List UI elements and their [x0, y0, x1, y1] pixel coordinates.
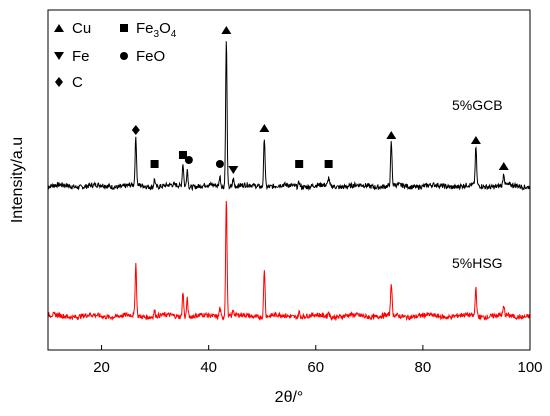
phase-marker-feo-circle-icon [184, 156, 193, 164]
series-line-5gcb [47, 41, 531, 192]
x-tick-label: 80 [415, 359, 432, 376]
legend-feo-label: FeO [136, 48, 165, 65]
y-axis-label: Intensity/a.u [9, 137, 26, 223]
phase-marker-cu-triangle-up-icon [470, 136, 481, 144]
legend-fe-label: Fe [72, 48, 90, 65]
x-tick-label: 20 [93, 359, 110, 376]
phase-marker-fe3o4-square-icon [178, 151, 187, 159]
phase-marker-c-diamond-icon [131, 125, 140, 135]
legend-c-diamond-icon [55, 77, 63, 87]
legend: Cu Fe3O4 Fe FeO C [54, 20, 177, 91]
legend-feo-circle-icon [120, 52, 128, 60]
x-tick-label: 100 [517, 359, 542, 376]
legend-fe3o4-label: Fe3O4 [136, 20, 177, 40]
phase-marker-fe3o4-square-icon [295, 160, 304, 168]
phase-marker-fe-triangle-down-icon [228, 166, 239, 174]
phase-marker-layer [131, 26, 509, 174]
legend-cu-label: Cu [72, 20, 91, 37]
phase-marker-feo-circle-icon [215, 160, 224, 168]
phase-marker-fe3o4-square-icon [324, 160, 333, 168]
phase-marker-cu-triangle-up-icon [259, 124, 270, 132]
x-axis-label: 2θ/° [275, 389, 304, 406]
x-tick-label: 40 [200, 359, 217, 376]
plot-layer [47, 41, 531, 322]
legend-fe-triangle-down-icon [54, 52, 64, 60]
phase-marker-cu-triangle-up-icon [221, 26, 232, 34]
tick-layer: 20 40 60 80 100 [93, 345, 543, 376]
phase-marker-cu-triangle-up-icon [498, 162, 509, 170]
phase-marker-cu-triangle-up-icon [386, 131, 397, 139]
phase-marker-fe3o4-square-icon [150, 160, 159, 168]
legend-fe3o4-square-icon [120, 24, 128, 32]
series-label-gcb: 5%GCB [452, 97, 503, 113]
series-line-5hsg [47, 200, 531, 322]
legend-c-label: C [72, 74, 83, 91]
x-tick-label: 60 [307, 359, 324, 376]
plot-frame [47, 9, 531, 351]
series-label-hsg: 5%HSG [452, 255, 503, 271]
legend-cu-triangle-icon [54, 24, 64, 32]
